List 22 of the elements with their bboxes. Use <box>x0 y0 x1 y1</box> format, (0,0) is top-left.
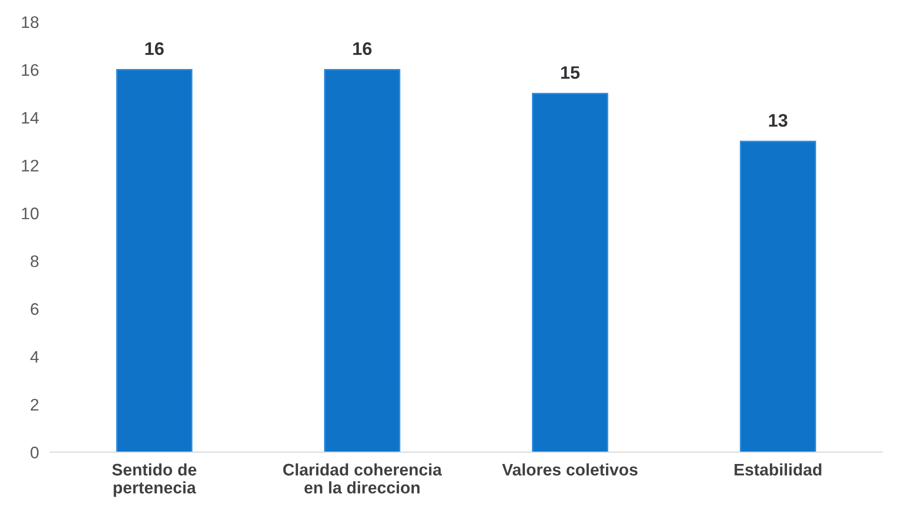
data-label: 16 <box>353 42 372 56</box>
bar <box>116 69 192 452</box>
y-tick-label: 4 <box>30 351 39 363</box>
y-tick-label: 0 <box>30 446 39 458</box>
x-tick-label: Claridad coherencia en la direccion <box>283 463 442 494</box>
bar <box>532 92 608 452</box>
x-tick-label: Sentido de pertenecia <box>112 463 196 497</box>
y-tick-label: 2 <box>30 398 38 410</box>
y-tick-label: 16 <box>22 64 38 76</box>
data-label: 15 <box>561 66 580 79</box>
data-label: 16 <box>145 42 164 56</box>
y-tick-label: 10 <box>22 208 39 220</box>
bar <box>740 140 816 452</box>
y-tick-label: 8 <box>30 255 39 268</box>
y-tick-label: 14 <box>22 112 39 124</box>
x-tick-label: Valores coletivos <box>502 463 638 476</box>
y-tick-label: 18 <box>22 16 39 28</box>
data-label: 13 <box>769 114 788 127</box>
x-tick-label: Estabilidad <box>734 463 822 476</box>
y-tick-label: 6 <box>30 303 38 315</box>
y-tick-label: 12 <box>22 160 38 172</box>
bar <box>324 69 400 452</box>
